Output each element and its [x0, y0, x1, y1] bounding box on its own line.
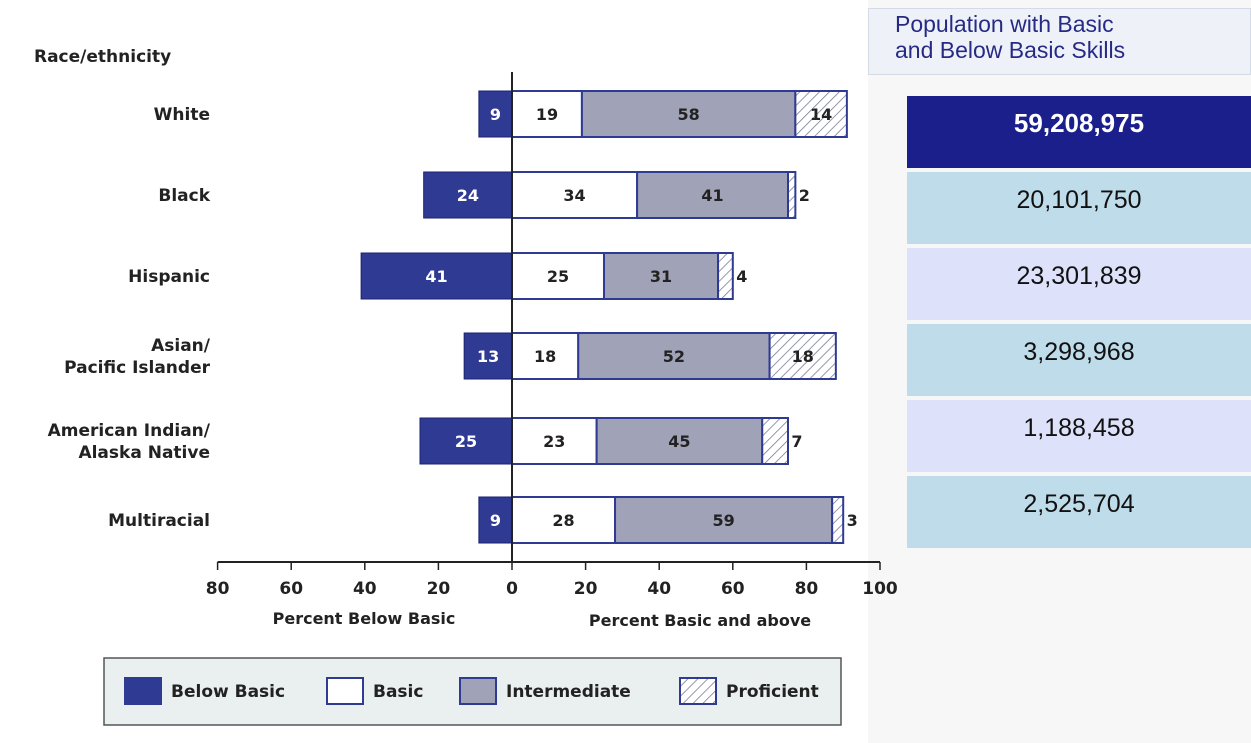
legend-label-below-basic: Below Basic — [171, 682, 285, 702]
x-tick-label: 20 — [574, 579, 598, 599]
bar-below-basic — [423, 171, 513, 219]
data-label-below-basic: 9 — [490, 511, 501, 530]
bar-basic — [511, 496, 617, 544]
population-panel-title: Population with Basic and Below Basic Sk… — [868, 8, 1251, 75]
x-axis: 80 60 40 20 0 20 40 60 80 100 — [206, 72, 898, 599]
bar-proficient — [831, 496, 845, 544]
bar-proficient — [717, 252, 734, 300]
bar-intermediate — [614, 496, 834, 544]
data-label-intermediate: 45 — [668, 432, 690, 451]
category-label: American Indian/Alaska Native — [48, 421, 211, 463]
y-axis-title: Race/ethnicity — [34, 47, 171, 67]
bar-basic — [511, 417, 598, 465]
data-label-intermediate: 59 — [712, 511, 734, 530]
bar-intermediate — [603, 252, 720, 300]
category-label: Black — [158, 186, 210, 206]
category-label: Multiracial — [108, 511, 210, 531]
legend-swatch-proficient — [679, 677, 717, 705]
population-value: 59,208,975 — [907, 96, 1251, 168]
bar-intermediate — [636, 171, 789, 219]
data-label-intermediate: 31 — [650, 267, 672, 286]
legend-label-basic: Basic — [373, 682, 423, 702]
population-value: 3,298,968 — [907, 324, 1251, 396]
legend: Below Basic Basic Intermediate Proficient — [124, 677, 819, 705]
legend-label-proficient: Proficient — [726, 682, 819, 702]
data-label-basic: 18 — [534, 347, 556, 366]
x-tick-label: 60 — [279, 579, 303, 599]
data-label-basic: 23 — [543, 432, 565, 451]
data-label-below-basic: 41 — [425, 267, 447, 286]
data-label-below-basic: 24 — [457, 186, 479, 205]
data-label-basic: 19 — [536, 105, 558, 124]
x-tick-label: 0 — [506, 579, 518, 599]
x-axis-label-right: Percent Basic and above — [589, 611, 811, 630]
category-label: Hispanic — [128, 267, 210, 287]
data-label-proficient: 7 — [791, 432, 802, 451]
bar-proficient — [787, 171, 797, 219]
x-axis-label-left: Percent Below Basic — [273, 609, 456, 628]
bar-proficient — [794, 90, 848, 138]
x-tick-label: 80 — [206, 579, 230, 599]
data-label-proficient: 18 — [792, 347, 814, 366]
data-label-below-basic: 9 — [490, 105, 501, 124]
data-label-intermediate: 41 — [701, 186, 723, 205]
legend-swatch-below-basic — [124, 677, 162, 705]
x-tick-label: 40 — [647, 579, 671, 599]
bars-layer: White 9 19 58 14 Black 24 34 41 2 Hispanic 41 25 31 4 A… — [48, 90, 858, 544]
bar-intermediate — [580, 90, 797, 138]
bar-below-basic — [478, 496, 513, 544]
x-tick-label: 80 — [795, 579, 819, 599]
data-label-basic: 34 — [563, 186, 585, 205]
population-value: 20,101,750 — [907, 172, 1251, 244]
data-label-proficient: 2 — [799, 186, 810, 205]
bar-below-basic — [478, 90, 513, 138]
bar-below-basic — [463, 332, 513, 380]
data-label-below-basic: 13 — [477, 347, 499, 366]
x-tick-label: 40 — [353, 579, 377, 599]
x-tick-label: 60 — [721, 579, 745, 599]
legend-swatch-intermediate — [459, 677, 497, 705]
x-tick-label: 100 — [862, 579, 898, 599]
population-value: 1,188,458 — [907, 400, 1251, 472]
population-value: 23,301,839 — [907, 248, 1251, 320]
bar-below-basic — [360, 252, 513, 300]
data-label-proficient: 14 — [810, 105, 832, 124]
bar-intermediate — [577, 332, 771, 380]
data-label-proficient: 4 — [736, 267, 747, 286]
data-label-basic: 25 — [547, 267, 569, 286]
data-label-intermediate: 52 — [663, 347, 685, 366]
legend-label-intermediate: Intermediate — [506, 682, 631, 702]
data-label-intermediate: 58 — [678, 105, 700, 124]
data-label-proficient: 3 — [847, 511, 858, 530]
legend-swatch-basic — [326, 677, 364, 705]
data-label-basic: 28 — [552, 511, 574, 530]
bar-proficient — [761, 417, 789, 465]
category-label: Asian/Pacific Islander — [64, 336, 211, 378]
x-tick-label: 20 — [427, 579, 451, 599]
bar-proficient — [768, 332, 837, 380]
population-value: 2,525,704 — [907, 476, 1251, 548]
data-label-below-basic: 25 — [455, 432, 477, 451]
category-label: White — [154, 105, 210, 125]
